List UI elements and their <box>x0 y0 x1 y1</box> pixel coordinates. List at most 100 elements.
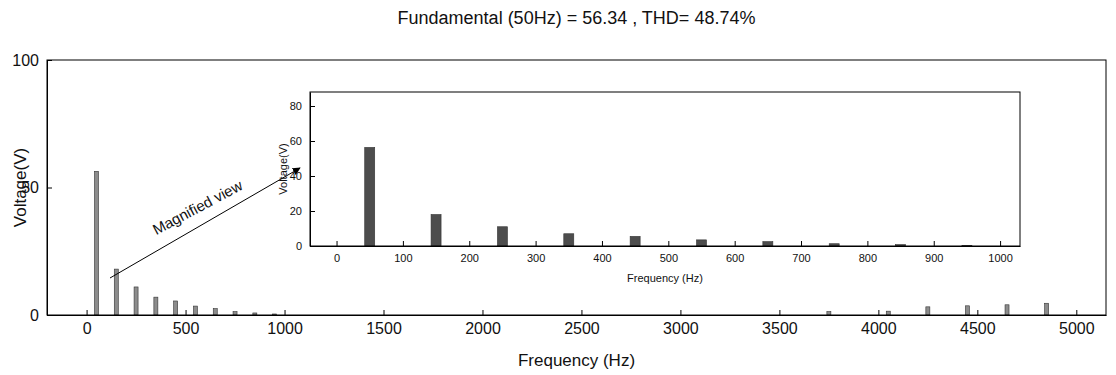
bar <box>213 309 217 315</box>
y-axis-title: Voltage(V) <box>11 148 30 227</box>
y-tick: 0 <box>296 240 315 252</box>
x-tick-label: 500 <box>660 252 678 264</box>
bar <box>696 240 706 246</box>
x-tick-mark <box>337 241 338 246</box>
x-tick: 1000 <box>988 241 1012 264</box>
bar <box>630 236 640 246</box>
annotation: Magnified view <box>150 176 246 238</box>
x-axis-title: Frequency (Hz) <box>518 351 635 370</box>
bar <box>965 306 969 315</box>
bar <box>1005 305 1009 315</box>
x-tick-mark <box>867 241 868 246</box>
y-tick: 60 <box>290 135 315 147</box>
y-tick-label: 0 <box>30 307 39 324</box>
x-tick-label: 700 <box>792 252 810 264</box>
x-tick: 4000 <box>861 310 897 337</box>
x-tick-mark <box>1076 310 1077 315</box>
bar <box>1045 303 1049 315</box>
x-tick: 0 <box>83 310 92 337</box>
bars <box>365 147 972 246</box>
bar <box>114 269 118 315</box>
x-tick-label: 5000 <box>1059 320 1095 337</box>
x-tick-label: 4000 <box>861 320 897 337</box>
x-tick-mark <box>469 241 470 246</box>
chart-0: 0500100015002000250030003500400045005000… <box>11 8 1107 370</box>
x-tick-label: 3500 <box>762 320 798 337</box>
x-tick-mark <box>87 310 88 315</box>
x-tick-mark <box>186 310 187 315</box>
y-axis: 0 20 40 60 80 <box>290 93 315 253</box>
y-tick-label: 20 <box>290 205 302 217</box>
x-tick: 500 <box>660 241 678 264</box>
bar <box>926 307 930 315</box>
x-tick-mark <box>801 241 802 246</box>
x-axis-line <box>48 315 1107 316</box>
y-tick-mark <box>310 106 315 107</box>
x-tick-label: 4500 <box>960 320 996 337</box>
x-tick-label: 100 <box>394 252 412 264</box>
x-tick-mark <box>735 241 736 246</box>
x-tick: 3500 <box>762 310 798 337</box>
x-tick: 800 <box>859 241 877 264</box>
bar <box>154 297 158 315</box>
y-tick-label: 80 <box>290 100 302 112</box>
y-tick-mark <box>47 188 52 189</box>
y-tick: 40 <box>290 170 315 182</box>
x-tick-mark <box>602 241 603 246</box>
x-axis: 01002003004005006007008009001000 <box>311 241 1021 264</box>
plot-frame <box>47 60 1106 315</box>
x-tick: 5000 <box>1059 310 1095 337</box>
x-tick: 500 <box>173 310 200 337</box>
x-tick-label: 2000 <box>465 320 501 337</box>
x-tick-mark <box>403 241 404 246</box>
y-tick-mark <box>47 315 52 316</box>
x-tick-mark <box>878 310 879 315</box>
x-tick-mark <box>934 241 935 246</box>
y-tick-label: 100 <box>12 52 39 69</box>
x-tick: 100 <box>394 241 412 264</box>
x-tick-label: 1000 <box>988 252 1012 264</box>
y-tick-mark <box>310 211 315 212</box>
x-tick: 400 <box>593 241 611 264</box>
x-tick-mark <box>1000 241 1001 246</box>
x-tick-label: 400 <box>593 252 611 264</box>
x-tick-mark <box>285 310 286 315</box>
y-tick-mark <box>310 176 315 177</box>
y-tick-label: 40 <box>290 170 302 182</box>
y-tick: 100 <box>12 52 52 69</box>
y-tick-mark <box>47 60 52 61</box>
x-tick-mark <box>536 241 537 246</box>
x-tick: 2500 <box>564 310 600 337</box>
x-tick-label: 200 <box>461 252 479 264</box>
x-tick-label: 0 <box>83 320 92 337</box>
x-tick-label: 600 <box>726 252 744 264</box>
x-tick-label: 800 <box>859 252 877 264</box>
plot-background <box>47 60 1106 315</box>
chart-1: 0100200300400500600700800900100002040608… <box>277 92 1021 284</box>
x-tick: 2000 <box>465 310 501 337</box>
bar <box>431 215 441 247</box>
bar <box>763 242 773 246</box>
y-tick: 80 <box>290 100 315 112</box>
plot-frame <box>310 92 1020 246</box>
chart-title: Fundamental (50Hz) = 56.34 , THD= 48.74% <box>398 8 756 28</box>
x-tick: 200 <box>461 241 479 264</box>
x-tick-mark <box>581 310 582 315</box>
y-tick-mark <box>310 246 315 247</box>
x-tick: 1500 <box>366 310 402 337</box>
x-tick-label: 2500 <box>564 320 600 337</box>
x-tick-label: 1000 <box>267 320 303 337</box>
x-tick-label: 900 <box>925 252 943 264</box>
plot-background <box>310 92 1020 246</box>
bar <box>94 171 98 315</box>
x-tick-label: 3000 <box>663 320 699 337</box>
x-tick-mark <box>668 241 669 246</box>
bar <box>365 147 375 246</box>
annotation-arrow <box>110 168 300 278</box>
bar <box>564 234 574 246</box>
y-tick-label: 0 <box>296 240 302 252</box>
x-tick: 900 <box>925 241 943 264</box>
x-axis: 0 500 1000 1500 2000 2500 3000 3500 4000 4500 5000 <box>48 310 1107 337</box>
x-tick-mark <box>680 310 681 315</box>
bar <box>497 227 507 246</box>
